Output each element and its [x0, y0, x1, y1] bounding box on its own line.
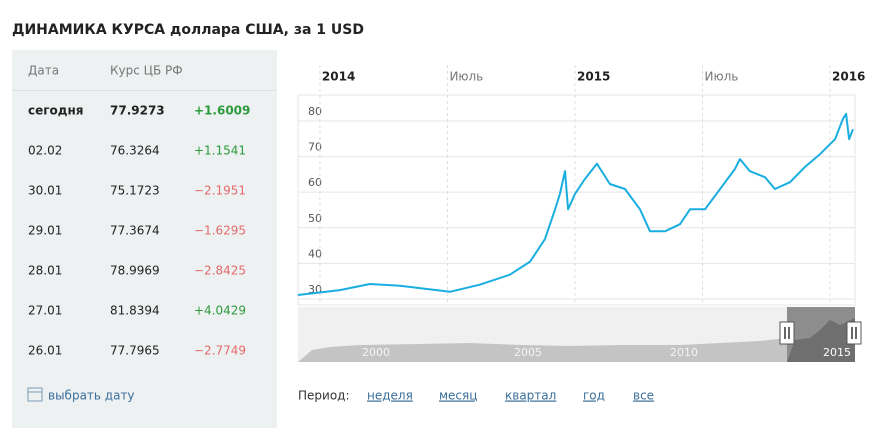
navigator-area: [787, 318, 855, 362]
rate-cell: 78.9969: [110, 264, 160, 278]
rate-line: [297, 112, 854, 296]
y-tick-label: 50: [308, 212, 322, 225]
column-header: Дата: [28, 64, 59, 78]
x-tick-label: Июль: [704, 70, 738, 84]
change-cell: −2.1951: [194, 184, 246, 198]
date-cell: 02.02: [28, 144, 62, 158]
y-tick-label: 40: [308, 247, 322, 260]
pick-date-link[interactable]: выбрать дату: [48, 389, 135, 403]
rate-cell: 81.8394: [110, 304, 160, 318]
x-tick-label: 2016: [832, 70, 865, 84]
date-cell: 27.01: [28, 304, 62, 318]
y-tick-label: 70: [308, 141, 322, 154]
plot-area: [297, 94, 856, 306]
change-cell: +4.0429: [194, 304, 246, 318]
navigator-label: 2010: [670, 346, 698, 359]
x-tick-label: 2014: [322, 70, 355, 84]
date-cell: сегодня: [28, 104, 83, 118]
change-cell: +1.1541: [194, 144, 246, 158]
period-link[interactable]: квартал: [505, 389, 556, 403]
table-panel: [12, 50, 277, 428]
separator: [12, 90, 277, 91]
change-cell: −2.8425: [194, 264, 246, 278]
navigator-label: 2005: [514, 346, 542, 359]
rate-cell: 77.7965: [110, 344, 160, 358]
date-cell: 29.01: [28, 224, 62, 238]
period-link[interactable]: все: [633, 389, 654, 403]
navigator-label: 2015: [823, 346, 851, 359]
navigator-label: 2000: [362, 346, 390, 359]
y-tick-label: 80: [308, 105, 322, 118]
x-tick-label: Июль: [449, 70, 483, 84]
period-link[interactable]: год: [583, 389, 605, 403]
period-link[interactable]: неделя: [367, 389, 413, 403]
period-link[interactable]: месяц: [439, 389, 477, 403]
date-cell: 30.01: [28, 184, 62, 198]
rate-cell: 76.3264: [110, 144, 160, 158]
change-cell: −2.7749: [194, 344, 246, 358]
navigator-handle[interactable]: [846, 321, 862, 345]
x-tick-label: 2015: [577, 70, 610, 84]
column-header: Курс ЦБ РФ: [110, 64, 183, 78]
date-cell: 26.01: [28, 344, 62, 358]
rate-cell: 77.3674: [110, 224, 160, 238]
calendar-icon[interactable]: [27, 387, 43, 402]
y-tick-label: 60: [308, 176, 322, 189]
rate-cell: 75.1723: [110, 184, 160, 198]
navigator-area: [298, 338, 787, 362]
handle-grip: [784, 327, 857, 339]
title: ДИНАМИКА КУРСА доллара США, за 1 USD: [12, 22, 364, 38]
change-cell: −1.6295: [194, 224, 246, 238]
navigator-handle[interactable]: [779, 321, 795, 345]
period-label: Период:: [298, 389, 350, 403]
date-cell: 28.01: [28, 264, 62, 278]
change-cell: +1.6009: [194, 104, 250, 118]
navigator: 2000 2005 2010 2015: [298, 307, 862, 362]
rate-cell: 77.9273: [110, 104, 165, 118]
